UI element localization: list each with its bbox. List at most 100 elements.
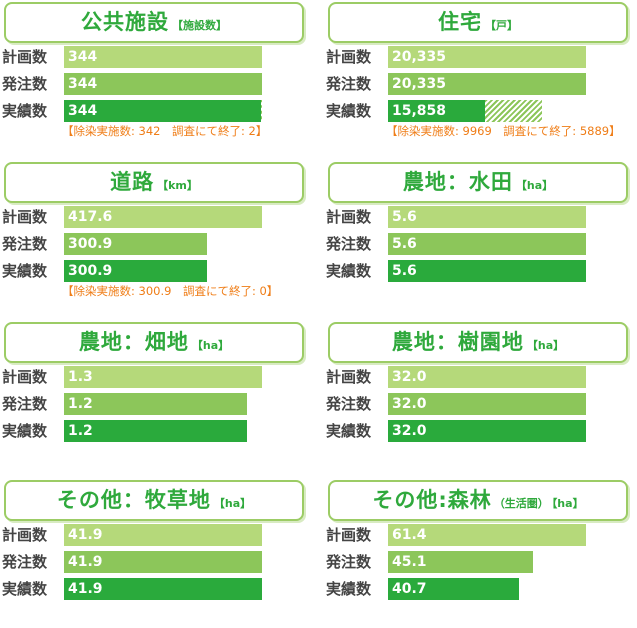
row-label: 発注数 <box>326 75 372 93</box>
chart-title: 住宅 <box>438 10 482 34</box>
bar-value-label: 5.6 <box>392 236 417 252</box>
bar <box>64 233 207 255</box>
bar-value-label: 41.9 <box>68 581 103 597</box>
bar-row: 発注数 344 <box>2 73 312 95</box>
bar-row: 計画数 5.6 <box>326 206 636 228</box>
row-label: 計画数 <box>2 368 48 386</box>
row-label: 実績数 <box>326 422 372 440</box>
bar-value-label: 300.9 <box>68 236 113 252</box>
bar <box>388 100 485 122</box>
row-label: 発注数 <box>2 235 48 253</box>
bar <box>64 260 207 282</box>
row-label: 実績数 <box>2 102 48 120</box>
bar-value-label: 344 <box>68 76 98 92</box>
bar-row: 計画数 20,335 <box>326 46 636 68</box>
row-label: 実績数 <box>2 422 48 440</box>
chart-title: 公共施設 <box>81 10 169 34</box>
chart-panel-farmland-paddy: 農地：水田 【ha】 計画数 5.6 発注数 5.6 実績数 5.6 <box>326 160 636 310</box>
bar-value-label: 344 <box>68 49 98 65</box>
row-label: 発注数 <box>2 395 48 413</box>
chart-unit: 【ha】 <box>191 339 230 352</box>
chart-unit: 【ha】 <box>515 179 554 192</box>
row-label: 実績数 <box>2 580 48 598</box>
bar-value-label: 20,335 <box>392 76 447 92</box>
bar-value-label: 45.1 <box>392 554 427 570</box>
bar <box>388 420 586 442</box>
bar-value-label: 32.0 <box>392 396 427 412</box>
chart-panel-housing: 住宅 【戸】計画数 20,335 発注数 20,335 実績数 15,858 【除染実施数: … <box>326 0 636 150</box>
bar <box>64 393 247 415</box>
bar-row: 発注数 41.9 <box>2 551 312 573</box>
chart-panel-roads: 道路 【km】 計画数 417.6 発注数 300.9 実績数 300.9 【除染実施数: 30… <box>2 160 312 310</box>
bar-value-label: 5.6 <box>392 209 417 225</box>
chart-panel-other-forest: その他:森林 （生活圏） 【ha】 計画数 61.4 発注数 45.1 実績数 40.7 <box>326 478 636 628</box>
chart-title: 農地：樹園地 <box>391 330 524 354</box>
chart-title: 道路 <box>110 170 155 194</box>
bar-value-label: 40.7 <box>392 581 427 597</box>
bar <box>64 100 261 122</box>
row-label: 発注数 <box>326 553 372 571</box>
chart-unit: 【戸】 <box>485 19 518 32</box>
chart-title-box: その他：牧草地 【ha】 <box>4 480 304 521</box>
bar-row: 実績数 300.9 <box>2 260 312 282</box>
row-label: 実績数 <box>2 262 48 280</box>
bar-hatched-segment <box>485 100 542 122</box>
bar <box>64 551 262 573</box>
row-label: 発注数 <box>326 395 372 413</box>
row-label: 計画数 <box>2 48 48 66</box>
bar-row: 実績数 5.6 <box>326 260 636 282</box>
bar <box>388 73 586 95</box>
bar-row: 発注数 20,335 <box>326 73 636 95</box>
bar <box>64 578 262 600</box>
breakdown-note: 【除染実施数: 300.9 調査にて終了: 0】 <box>62 284 279 298</box>
bar <box>64 366 262 388</box>
bar-row: 実績数 344 <box>2 100 312 122</box>
bar-row: 計画数 1.3 <box>2 366 312 388</box>
bar-row: 実績数 40.7 <box>326 578 636 600</box>
bar <box>64 73 262 95</box>
bar <box>388 393 586 415</box>
chart-panel-farmland-field: 農地：畑地 【ha】計画数 1.3 発注数 1.2 実績数 1.2 <box>2 320 312 470</box>
bar-row: 実績数 15,858 <box>326 100 636 122</box>
chart-title-box: 農地：畑地 【ha】 <box>4 322 304 363</box>
bar-value-label: 41.9 <box>68 527 103 543</box>
chart-title-box: 道路 【km】 <box>4 162 304 203</box>
chart-unit: 【ha】 <box>526 339 565 352</box>
bar-row: 実績数 32.0 <box>326 420 636 442</box>
chart-title: 農地：水田 <box>402 170 513 194</box>
bar-row: 発注数 300.9 <box>2 233 312 255</box>
row-label: 計画数 <box>2 526 48 544</box>
chart-title: その他：牧草地 <box>56 488 211 512</box>
bar-row: 計画数 61.4 <box>326 524 636 546</box>
bar-row: 実績数 1.2 <box>2 420 312 442</box>
bar <box>388 578 519 600</box>
chart-panel-public-facilities: 公共施設 【施設数】 計画数 344 発注数 344 実績数 344 【除染実施数: 342 調… <box>2 0 312 150</box>
bar <box>64 206 262 228</box>
chart-unit: 【ha】 <box>213 497 252 510</box>
bar-value-label: 32.0 <box>392 423 427 439</box>
chart-title: その他:森林 <box>372 488 492 512</box>
bar <box>388 260 586 282</box>
bar-value-label: 1.2 <box>68 423 93 439</box>
bar <box>64 524 262 546</box>
chart-title-box: 農地：水田 【ha】 <box>328 162 628 203</box>
row-label: 計画数 <box>326 48 372 66</box>
bar-row: 計画数 417.6 <box>2 206 312 228</box>
chart-unit: 【施設数】 <box>172 19 227 32</box>
bar-value-label: 32.0 <box>392 369 427 385</box>
bar <box>64 46 262 68</box>
row-label: 実績数 <box>326 580 372 598</box>
bar-value-label: 20,335 <box>392 49 447 65</box>
bar-row: 発注数 5.6 <box>326 233 636 255</box>
chart-title-box: 農地：樹園地 【ha】 <box>328 322 628 363</box>
breakdown-note: 【除染実施数: 9969 調査にて終了: 5889】 <box>386 124 621 138</box>
chart-subtitle: （生活圏） <box>493 497 549 510</box>
bar <box>388 233 586 255</box>
bar-row: 計画数 32.0 <box>326 366 636 388</box>
bar-value-label: 5.6 <box>392 263 417 279</box>
bar <box>64 420 247 442</box>
chart-panel-other-pasture: その他：牧草地 【ha】 計画数 41.9 発注数 41.9 実績数 41.9 <box>2 478 312 628</box>
bar-value-label: 41.9 <box>68 554 103 570</box>
bar-row: 発注数 45.1 <box>326 551 636 573</box>
row-label: 計画数 <box>326 208 372 226</box>
